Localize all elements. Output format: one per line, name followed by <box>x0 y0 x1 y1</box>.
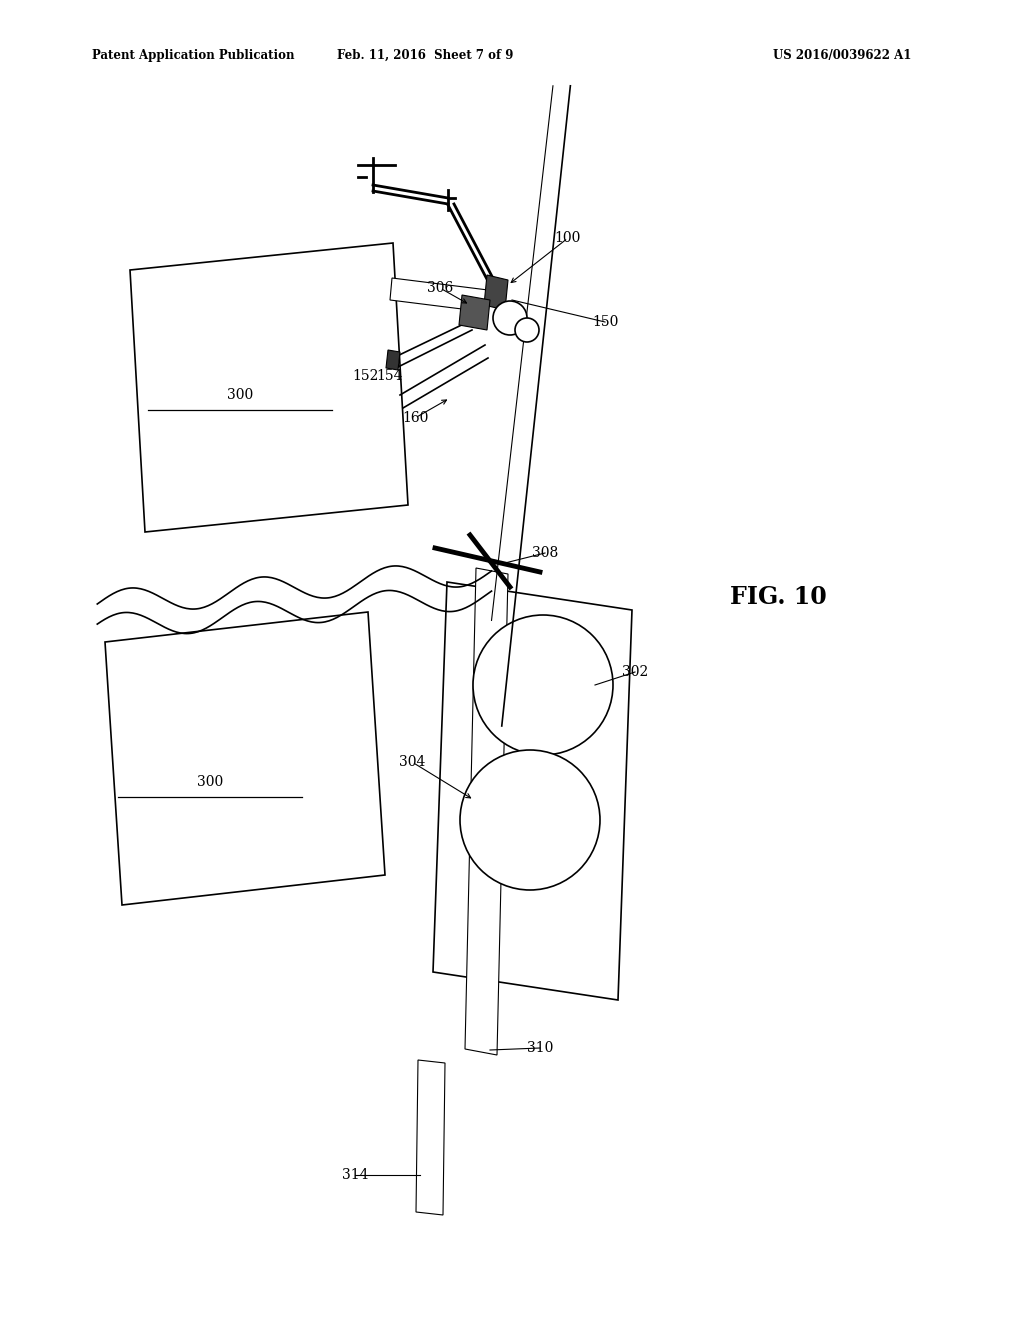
Text: 304: 304 <box>398 755 425 770</box>
Text: 314: 314 <box>342 1168 369 1181</box>
Text: 150: 150 <box>592 315 618 329</box>
Polygon shape <box>416 1060 445 1214</box>
Text: 302: 302 <box>622 665 648 678</box>
Polygon shape <box>484 275 508 310</box>
Polygon shape <box>390 279 488 312</box>
Text: 154: 154 <box>377 370 403 383</box>
Polygon shape <box>130 243 408 532</box>
Ellipse shape <box>515 318 539 342</box>
Text: FIG. 10: FIG. 10 <box>730 585 826 609</box>
Polygon shape <box>386 350 400 370</box>
Text: 308: 308 <box>531 546 558 560</box>
Polygon shape <box>433 582 632 1001</box>
Ellipse shape <box>493 301 527 335</box>
Text: 306: 306 <box>427 281 454 294</box>
Text: 300: 300 <box>227 388 253 403</box>
Text: Feb. 11, 2016  Sheet 7 of 9: Feb. 11, 2016 Sheet 7 of 9 <box>337 49 513 62</box>
Ellipse shape <box>473 615 613 755</box>
Ellipse shape <box>460 750 600 890</box>
Text: 152: 152 <box>353 370 379 383</box>
Text: Patent Application Publication: Patent Application Publication <box>92 49 295 62</box>
Polygon shape <box>465 568 508 1055</box>
Text: 310: 310 <box>526 1041 553 1055</box>
Text: 160: 160 <box>401 411 428 425</box>
Polygon shape <box>459 294 490 330</box>
Text: 300: 300 <box>197 775 223 789</box>
Text: 100: 100 <box>555 231 582 246</box>
Text: US 2016/0039622 A1: US 2016/0039622 A1 <box>773 49 911 62</box>
Polygon shape <box>105 612 385 906</box>
